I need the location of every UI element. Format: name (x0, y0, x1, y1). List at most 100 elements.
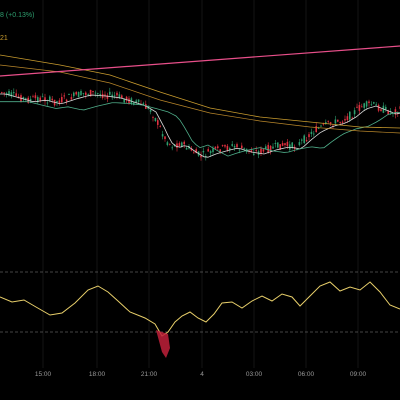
candle-body (373, 102, 375, 104)
candle-body (353, 110, 356, 115)
candle-body (190, 148, 193, 151)
ma-long-line (0, 64, 400, 134)
candle-body (250, 150, 253, 153)
candle-body (39, 97, 41, 101)
candle-body (41, 96, 44, 98)
candle-body (176, 143, 178, 148)
candle-body (303, 135, 305, 144)
candle-body (274, 143, 277, 145)
candle-body (10, 92, 13, 97)
candle-body (387, 110, 389, 115)
candle-body (128, 98, 130, 104)
candle-body (334, 119, 337, 124)
candle-body (241, 145, 243, 149)
candle-body (358, 105, 361, 111)
candle-body (368, 101, 370, 104)
candle-body (77, 92, 80, 98)
candle-body (34, 95, 37, 99)
candle-body (315, 126, 317, 133)
candle-body (351, 117, 353, 119)
candle-body (164, 136, 166, 139)
candle-body (89, 89, 92, 97)
candle-body (341, 121, 344, 123)
time-label-09-00: 09:00 (349, 371, 367, 378)
candle-body (320, 125, 322, 127)
candle-body (111, 94, 113, 97)
candle-body (214, 146, 217, 149)
candle-body (308, 134, 310, 138)
candle-body (260, 148, 262, 154)
ma-slow-line (0, 54, 400, 129)
candle-body (327, 120, 329, 122)
grid-lines (42, 0, 359, 368)
price-pane[interactable] (0, 45, 400, 161)
candle-body (346, 116, 349, 121)
candle-body (166, 142, 169, 146)
candle-body (375, 104, 377, 106)
candle-body (178, 143, 181, 147)
price-change-label: 8 (+0.13%) (0, 12, 35, 19)
candle-body (157, 120, 159, 125)
candle-body (305, 139, 308, 142)
candle-body (370, 104, 373, 106)
candle-body (284, 143, 286, 145)
candle-body (238, 149, 241, 151)
candle-body (195, 149, 197, 154)
candle-body (269, 145, 272, 152)
candle-body (207, 149, 209, 152)
candle-body (116, 92, 118, 96)
candle-body (229, 148, 231, 150)
candle-body (61, 97, 63, 103)
oscillator-spike (156, 330, 170, 358)
candle-body (15, 93, 17, 96)
candle-body (224, 144, 226, 147)
ma-mid-line (0, 101, 400, 157)
candle-body (272, 146, 274, 149)
candle-body (85, 92, 87, 95)
candle-body (310, 131, 313, 135)
candle-body (142, 103, 145, 105)
candle-body (291, 142, 293, 149)
candle-body (125, 96, 128, 101)
candle-body (185, 147, 188, 150)
candle-body (25, 97, 27, 99)
candle-body (17, 96, 20, 98)
candle-body (202, 150, 205, 153)
candle-body (267, 144, 269, 153)
time-label-06-00: 06:00 (297, 371, 315, 378)
candle-body (113, 95, 116, 97)
chart-legend: 8 (+0.13%) (0, 11, 34, 21)
candle-body (22, 97, 25, 99)
candle-body (68, 93, 70, 95)
candle-body (70, 97, 73, 100)
candle-body (265, 146, 267, 149)
candle-body (329, 122, 332, 124)
candle-body (32, 96, 34, 98)
candle-body (3, 92, 5, 94)
candle-body (106, 95, 109, 99)
candle-body (205, 156, 207, 157)
candle-body (63, 95, 65, 97)
candle-body (1, 92, 3, 94)
candle-body (171, 147, 173, 149)
candle-body (255, 150, 257, 151)
trendline[interactable] (0, 45, 400, 77)
candle-body (385, 106, 387, 110)
candle-body (29, 98, 32, 101)
ma-fast-line (0, 93, 400, 158)
candle-body (37, 97, 39, 103)
candle-body (277, 142, 279, 148)
candle-body (363, 103, 365, 108)
time-label-03-00: 03:00 (245, 371, 263, 378)
candle-body (243, 147, 245, 149)
candle-body (221, 145, 224, 147)
candle-body (361, 106, 363, 108)
oscillator-pane[interactable] (0, 271, 400, 358)
candle-body (322, 123, 325, 125)
oscillator-line (0, 281, 400, 337)
time-label-21-00: 21:00 (140, 371, 158, 378)
candle-body (121, 95, 123, 99)
candle-body (159, 126, 161, 128)
